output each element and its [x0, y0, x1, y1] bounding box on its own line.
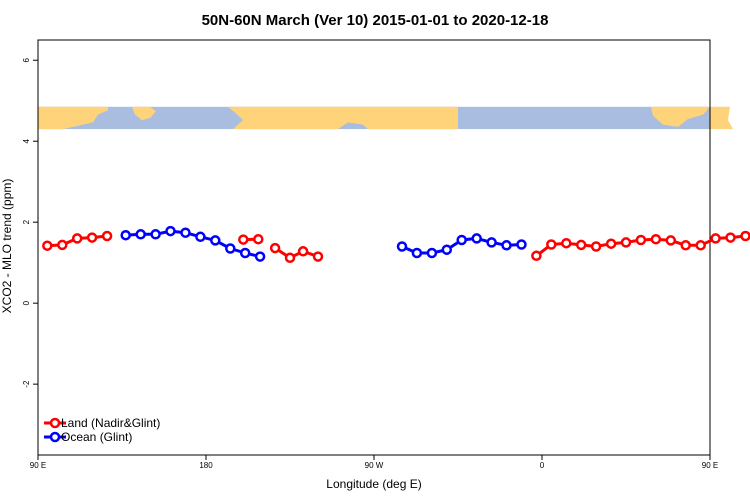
data-point: [297, 246, 309, 257]
data-point: [456, 234, 467, 246]
map-land-shape: [38, 106, 108, 130]
series-layer: [42, 225, 750, 264]
x-tick-label: 0: [540, 461, 545, 470]
series-ocean: [120, 225, 527, 262]
data-point: [210, 235, 221, 246]
map-land-shape: [710, 106, 733, 130]
series-land: [42, 230, 750, 264]
series-line: [125, 229, 261, 259]
map-land-shape: [651, 106, 710, 127]
data-point: [680, 240, 691, 251]
data-point: [486, 237, 497, 248]
data-point: [665, 235, 677, 246]
data-point: [86, 232, 98, 243]
data-point: [710, 233, 721, 244]
y-axis: -2 0 2 4 6: [22, 57, 38, 388]
map-land-shape: [228, 106, 458, 130]
data-point: [620, 237, 632, 248]
map-strip: [38, 106, 733, 130]
data-point: [225, 243, 236, 254]
data-point: [238, 234, 249, 245]
data-point: [396, 241, 408, 252]
data-point: [725, 232, 736, 243]
data-point: [239, 247, 251, 259]
x-axis-label: Longitude (deg E): [326, 477, 421, 491]
data-point: [441, 244, 453, 255]
data-point: [516, 239, 527, 250]
data-point: [101, 230, 113, 242]
data-point: [546, 239, 557, 250]
y-tick-label: -2: [22, 380, 31, 388]
y-tick-label: 4: [22, 138, 31, 143]
data-point: [575, 239, 587, 251]
x-tick-label: 90 W: [365, 461, 384, 470]
x-tick-label: 180: [199, 461, 213, 470]
data-point: [269, 242, 281, 254]
data-point: [501, 240, 512, 251]
y-tick-label: 6: [22, 57, 31, 62]
data-point: [561, 237, 572, 249]
data-point: [150, 229, 161, 240]
legend: Land (Nadir&Glint)Ocean (Glint): [44, 416, 160, 444]
x-axis: 90 E 180 90 W 0 90 E: [30, 455, 718, 470]
legend-label: Land (Nadir&Glint): [61, 416, 160, 430]
data-point: [71, 233, 83, 244]
data-point: [531, 250, 542, 262]
data-point: [120, 229, 131, 241]
y-tick-label: 2: [22, 219, 31, 224]
legend-marker: [49, 431, 61, 443]
data-point: [42, 240, 53, 251]
x-tick-label: 90 E: [702, 461, 718, 470]
y-axis-label: XCO2 - MLO trend (ppm): [0, 179, 14, 314]
chart-title: 50N-60N March (Ver 10) 2015-01-01 to 202…: [202, 12, 549, 29]
map-land-shapes: [38, 106, 733, 130]
legend-marker: [49, 417, 61, 429]
data-point: [135, 229, 146, 240]
legend-label: Ocean (Glint): [61, 430, 132, 444]
series-line: [274, 246, 319, 260]
data-point: [650, 233, 662, 245]
data-point: [740, 230, 750, 242]
data-point: [635, 234, 647, 246]
data-point: [195, 231, 206, 243]
data-point: [284, 252, 296, 264]
data-point: [253, 233, 264, 245]
data-point: [57, 239, 68, 251]
data-point: [605, 238, 617, 249]
data-point: [254, 251, 266, 262]
data-point: [695, 240, 706, 251]
data-point: [471, 233, 482, 244]
data-point: [426, 247, 438, 259]
y-tick-label: 0: [22, 300, 31, 305]
data-point: [411, 247, 423, 259]
data-point: [165, 225, 176, 237]
data-point: [180, 227, 191, 238]
x-tick-label: 90 E: [30, 461, 46, 470]
data-point: [590, 241, 602, 252]
map-land-shape: [132, 106, 156, 121]
data-point: [312, 251, 324, 262]
